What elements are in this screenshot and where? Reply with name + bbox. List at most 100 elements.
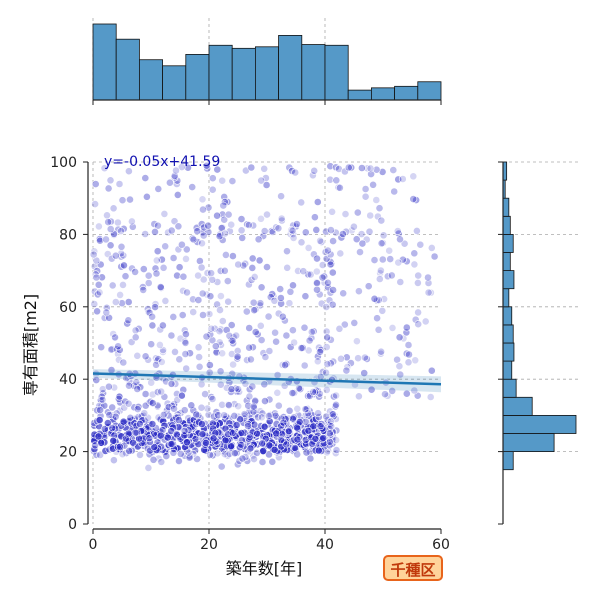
scatter-point	[283, 247, 291, 256]
scatter-point	[340, 320, 349, 329]
scatter-point	[184, 426, 193, 434]
scatter-point	[199, 231, 208, 240]
scatter-point	[192, 410, 201, 419]
scatter-point	[227, 442, 235, 451]
scatter-point	[295, 384, 303, 393]
scatter-point	[360, 369, 369, 377]
top-hist-bar	[208, 44, 233, 101]
scatter-point	[250, 272, 259, 281]
scatter-point	[369, 180, 377, 189]
scatter-point	[217, 462, 226, 471]
scatter-point	[304, 346, 313, 355]
scatter-point	[89, 250, 98, 259]
scatter-point	[308, 171, 317, 180]
scatter-point	[293, 435, 302, 444]
scatter-point	[322, 227, 330, 236]
scatter-point	[164, 228, 172, 237]
scatter-point	[163, 433, 172, 442]
right-hist-bar	[502, 306, 513, 326]
scatter-point	[310, 213, 319, 222]
scatter-point	[215, 338, 224, 347]
scatter-point	[157, 457, 166, 466]
x-tick-label: 60	[432, 537, 450, 553]
scatter-point	[312, 225, 321, 234]
scatter-point	[182, 254, 190, 263]
scatter-point	[286, 287, 295, 296]
scatter-point	[180, 426, 189, 435]
scatter-point	[179, 286, 187, 295]
scatter-point	[216, 292, 225, 300]
scatter-point	[405, 350, 413, 359]
scatter-point	[92, 376, 101, 384]
scatter-point	[97, 392, 106, 401]
scatter-point	[256, 407, 265, 416]
scatter-point	[354, 354, 362, 363]
scatter-point	[285, 406, 294, 415]
scatter-point	[323, 246, 332, 255]
scatter-point	[117, 432, 126, 441]
scatter-point	[161, 296, 170, 305]
y-tick-label: 0	[68, 517, 77, 533]
scatter-point	[229, 339, 237, 348]
scatter-point	[352, 235, 361, 244]
scatter-point	[174, 222, 183, 231]
scatter-point	[197, 420, 206, 428]
scatter-point	[315, 290, 324, 299]
scatter-point	[199, 311, 207, 319]
scatter-point	[363, 164, 372, 173]
scatter-point	[274, 309, 283, 318]
scatter-point	[375, 204, 384, 213]
scatter-point	[256, 299, 265, 308]
scatter-point	[216, 367, 225, 376]
scatter-point	[221, 250, 230, 259]
scatter-point	[307, 328, 316, 336]
scatter-point	[228, 429, 237, 437]
scatter-point	[96, 451, 104, 459]
scatter-point	[357, 230, 366, 238]
y-tick-label: 40	[59, 372, 77, 388]
scatter-point	[299, 267, 308, 276]
scatter-point	[169, 448, 178, 457]
scatter-point	[104, 419, 112, 427]
scatter-point	[220, 215, 229, 224]
scatter-point	[157, 387, 165, 396]
scatter-point	[388, 323, 397, 332]
scatter-point	[364, 282, 373, 291]
scatter-point	[124, 167, 133, 176]
scatter-point	[114, 342, 122, 351]
scatter-point	[297, 198, 306, 207]
scatter-point	[144, 271, 153, 280]
scatter-point	[203, 404, 212, 413]
scatter-point	[366, 211, 375, 220]
scatter-point	[131, 267, 139, 276]
scatter-point	[398, 175, 407, 183]
scatter-point	[421, 317, 430, 326]
scatter-point	[249, 221, 258, 230]
scatter-point	[265, 441, 274, 450]
scatter-point	[160, 209, 169, 218]
scatter-point	[288, 389, 297, 397]
scatter-point	[262, 181, 271, 189]
scatter-point	[151, 300, 160, 308]
scatter-point	[326, 175, 335, 184]
scatter-point	[224, 210, 233, 219]
scatter-point	[396, 278, 405, 286]
scatter-point	[237, 226, 246, 235]
scatter-point	[398, 255, 407, 264]
scatter-point	[189, 235, 198, 244]
scatter-point	[289, 233, 298, 242]
scatter-point	[93, 406, 101, 415]
scatter-point	[198, 239, 206, 248]
scatter-point	[133, 405, 142, 413]
scatter-point	[119, 280, 127, 289]
scatter-point	[315, 392, 323, 401]
scatter-point	[141, 230, 150, 238]
scatter-point	[381, 390, 389, 399]
scatter-point	[335, 324, 344, 333]
scatter-point	[278, 312, 287, 321]
scatter-point	[331, 449, 340, 458]
scatter-point	[410, 260, 419, 269]
right-hist-bar	[502, 215, 511, 235]
scatter-point	[268, 457, 277, 466]
